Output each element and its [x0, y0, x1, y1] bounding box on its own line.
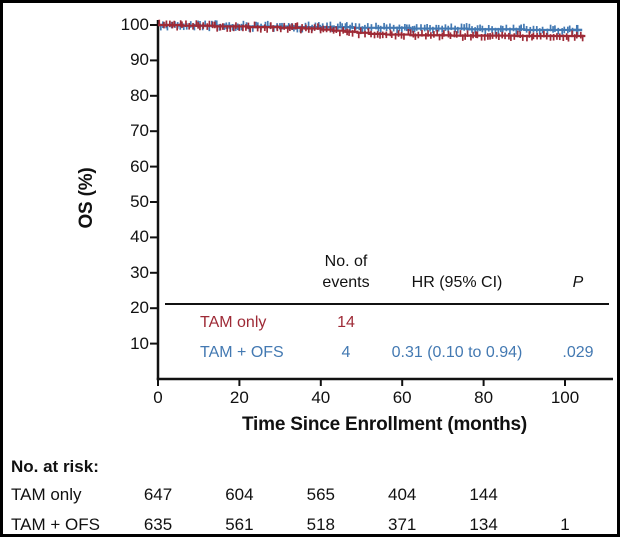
- inset-row-events-tam-only: 14: [337, 314, 355, 331]
- y-tick-label: 90: [130, 50, 149, 70]
- x-tick-label: 100: [550, 388, 580, 407]
- inset-header-divider: [165, 303, 609, 305]
- inset-row-hr-tam-ofs: 0.31 (0.10 to 0.94): [391, 344, 523, 361]
- inset-row-events-tam-ofs: 4: [341, 344, 351, 361]
- y-tick-label: 60: [130, 156, 149, 176]
- at-risk-row-label: TAM + OFS: [11, 515, 100, 534]
- at-risk-count: 144: [469, 485, 498, 504]
- x-tick-label: 0: [153, 388, 163, 407]
- at-risk-count: 647: [143, 485, 173, 504]
- at-risk-title: No. at risk:: [11, 457, 99, 476]
- y-tick-label: 10: [130, 333, 149, 353]
- y-tick-label: 70: [130, 121, 149, 141]
- x-tick-label: 80: [474, 388, 494, 407]
- x-tick-label: 60: [392, 388, 412, 407]
- at-risk-count: 561: [225, 515, 254, 534]
- inset-header-p: P: [572, 274, 584, 291]
- at-risk-count: 371: [388, 515, 417, 534]
- at-risk-count: 635: [143, 515, 173, 534]
- y-tick-label: 80: [130, 85, 149, 105]
- at-risk-count: 604: [225, 485, 254, 504]
- at-risk-count: 565: [306, 485, 335, 504]
- y-tick-label: 100: [120, 15, 149, 34]
- at-risk-count: 134: [469, 515, 498, 534]
- y-tick-label: 50: [130, 192, 149, 211]
- km-plot-canvas: [150, 19, 613, 386]
- x-axis-title: Time Since Enrollment (months): [241, 414, 528, 435]
- x-tick-label: 40: [311, 388, 331, 407]
- y-tick-label: 40: [130, 227, 149, 247]
- inset-header-hr: HR (95% CI): [411, 274, 503, 291]
- at-risk-count: 404: [388, 485, 417, 504]
- inset-row-label-tam-ofs: TAM + OFS: [200, 344, 284, 361]
- y-axis-title: OS (%): [76, 167, 97, 229]
- at-risk-row-label: TAM only: [11, 485, 82, 504]
- x-tick-label: 20: [229, 388, 249, 407]
- inset-header-events-line2: events: [322, 274, 370, 291]
- inset-row-label-tam-only: TAM only: [200, 314, 267, 331]
- y-tick-label: 30: [130, 262, 149, 282]
- inset-row-p-tam-ofs: .029: [562, 344, 594, 361]
- y-tick-label: 20: [130, 298, 149, 318]
- at-risk-count: 1: [560, 515, 570, 534]
- at-risk-count: 518: [306, 515, 335, 534]
- inset-header-events-line1: No. of: [324, 253, 368, 270]
